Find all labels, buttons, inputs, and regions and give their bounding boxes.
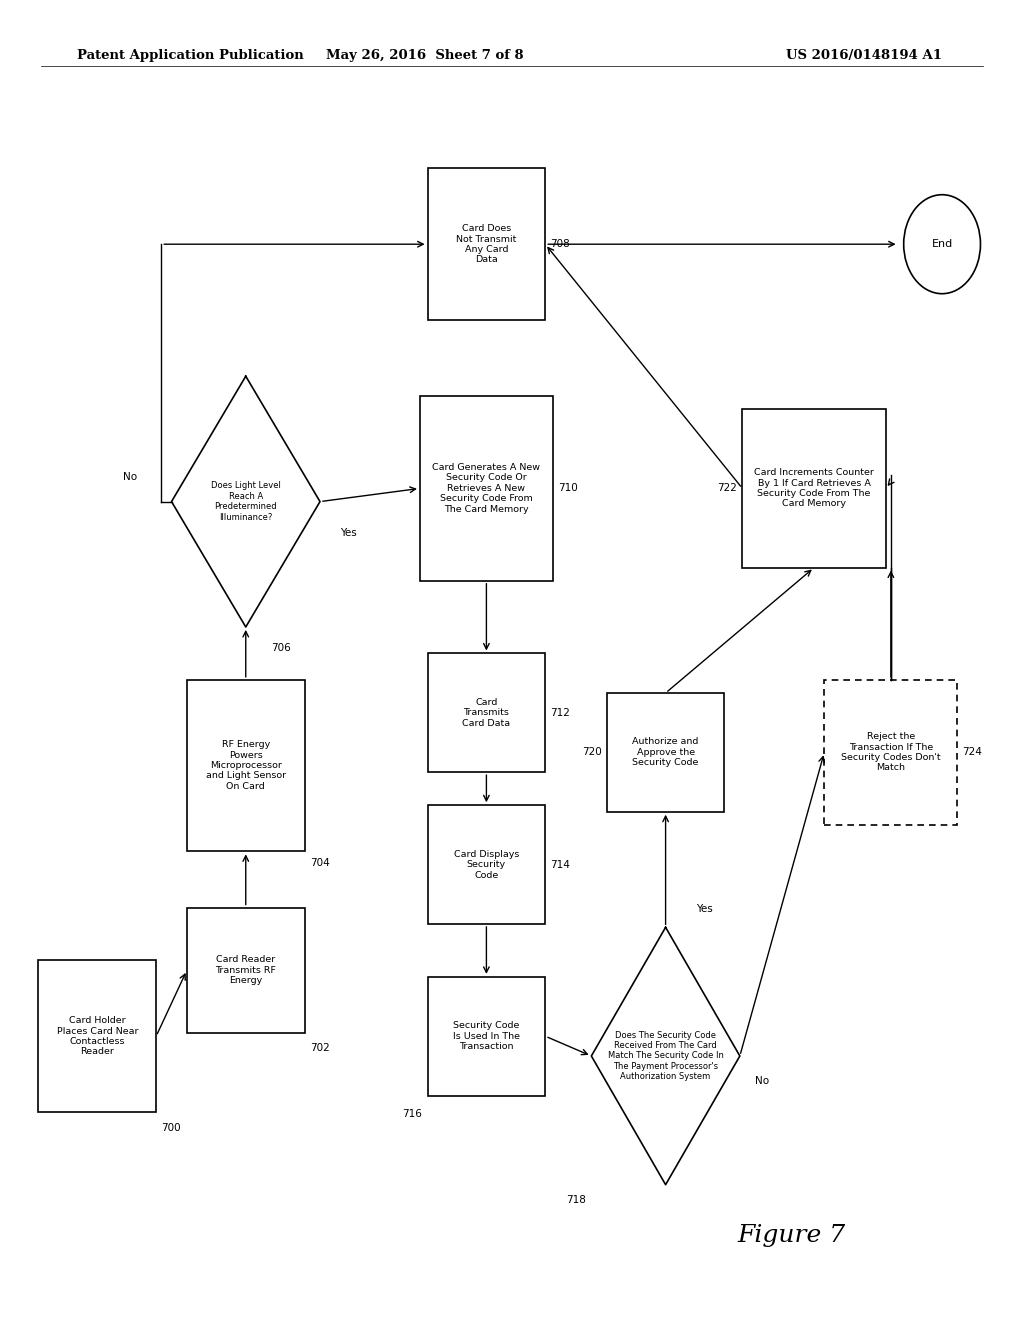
Text: Does The Security Code
Received From The Card
Match The Security Code In
The Pay: Does The Security Code Received From The… bbox=[607, 1031, 724, 1081]
FancyBboxPatch shape bbox=[186, 680, 305, 851]
FancyBboxPatch shape bbox=[428, 653, 545, 772]
FancyBboxPatch shape bbox=[428, 169, 545, 321]
Text: Card
Transmits
Card Data: Card Transmits Card Data bbox=[463, 698, 510, 727]
FancyBboxPatch shape bbox=[420, 396, 553, 581]
Text: No: No bbox=[124, 471, 137, 482]
Text: Security Code
Is Used In The
Transaction: Security Code Is Used In The Transaction bbox=[453, 1022, 520, 1051]
FancyBboxPatch shape bbox=[39, 961, 156, 1111]
Text: 700: 700 bbox=[162, 1122, 181, 1133]
Text: Card Increments Counter
By 1 If Card Retrieves A
Security Code From The
Card Mem: Card Increments Counter By 1 If Card Ret… bbox=[754, 469, 874, 508]
FancyBboxPatch shape bbox=[742, 409, 886, 568]
Text: Figure 7: Figure 7 bbox=[737, 1225, 846, 1247]
Polygon shape bbox=[592, 927, 739, 1185]
Text: Patent Application Publication: Patent Application Publication bbox=[77, 49, 303, 62]
Text: Yes: Yes bbox=[696, 904, 713, 913]
Text: Card Displays
Security
Code: Card Displays Security Code bbox=[454, 850, 519, 879]
Text: 718: 718 bbox=[566, 1196, 586, 1205]
Text: Card Does
Not Transmit
Any Card
Data: Card Does Not Transmit Any Card Data bbox=[457, 224, 516, 264]
FancyBboxPatch shape bbox=[186, 908, 305, 1032]
Text: May 26, 2016  Sheet 7 of 8: May 26, 2016 Sheet 7 of 8 bbox=[327, 49, 523, 62]
Text: 702: 702 bbox=[309, 1043, 330, 1053]
Text: US 2016/0148194 A1: US 2016/0148194 A1 bbox=[786, 49, 942, 62]
Text: 722: 722 bbox=[718, 483, 737, 494]
Text: Does Light Level
Reach A
Predetermined
Illuminance?: Does Light Level Reach A Predetermined I… bbox=[211, 482, 281, 521]
Ellipse shape bbox=[904, 194, 981, 294]
FancyBboxPatch shape bbox=[428, 805, 545, 924]
FancyBboxPatch shape bbox=[824, 680, 957, 825]
Text: 704: 704 bbox=[309, 858, 330, 869]
Text: Card Holder
Places Card Near
Contactless
Reader: Card Holder Places Card Near Contactless… bbox=[56, 1016, 138, 1056]
FancyBboxPatch shape bbox=[606, 693, 725, 812]
Text: No: No bbox=[756, 1076, 769, 1086]
Text: Authorize and
Approve the
Security Code: Authorize and Approve the Security Code bbox=[633, 738, 698, 767]
FancyBboxPatch shape bbox=[428, 977, 545, 1096]
Text: 720: 720 bbox=[582, 747, 602, 758]
Text: Yes: Yes bbox=[340, 528, 357, 539]
Text: Card Generates A New
Security Code Or
Retrieves A New
Security Code From
The Car: Card Generates A New Security Code Or Re… bbox=[432, 463, 541, 513]
Text: 714: 714 bbox=[551, 859, 570, 870]
Text: Card Reader
Transmits RF
Energy: Card Reader Transmits RF Energy bbox=[215, 956, 276, 985]
Text: RF Energy
Powers
Microprocessor
and Light Sensor
On Card: RF Energy Powers Microprocessor and Ligh… bbox=[206, 741, 286, 791]
Text: Reject the
Transaction If The
Security Codes Don't
Match: Reject the Transaction If The Security C… bbox=[841, 733, 941, 772]
Text: 712: 712 bbox=[551, 708, 570, 718]
Text: 706: 706 bbox=[271, 643, 291, 653]
Text: 724: 724 bbox=[963, 747, 982, 758]
Text: End: End bbox=[932, 239, 952, 249]
Text: 708: 708 bbox=[551, 239, 570, 249]
Text: 716: 716 bbox=[402, 1109, 422, 1119]
Polygon shape bbox=[171, 376, 319, 627]
Text: 710: 710 bbox=[558, 483, 578, 494]
